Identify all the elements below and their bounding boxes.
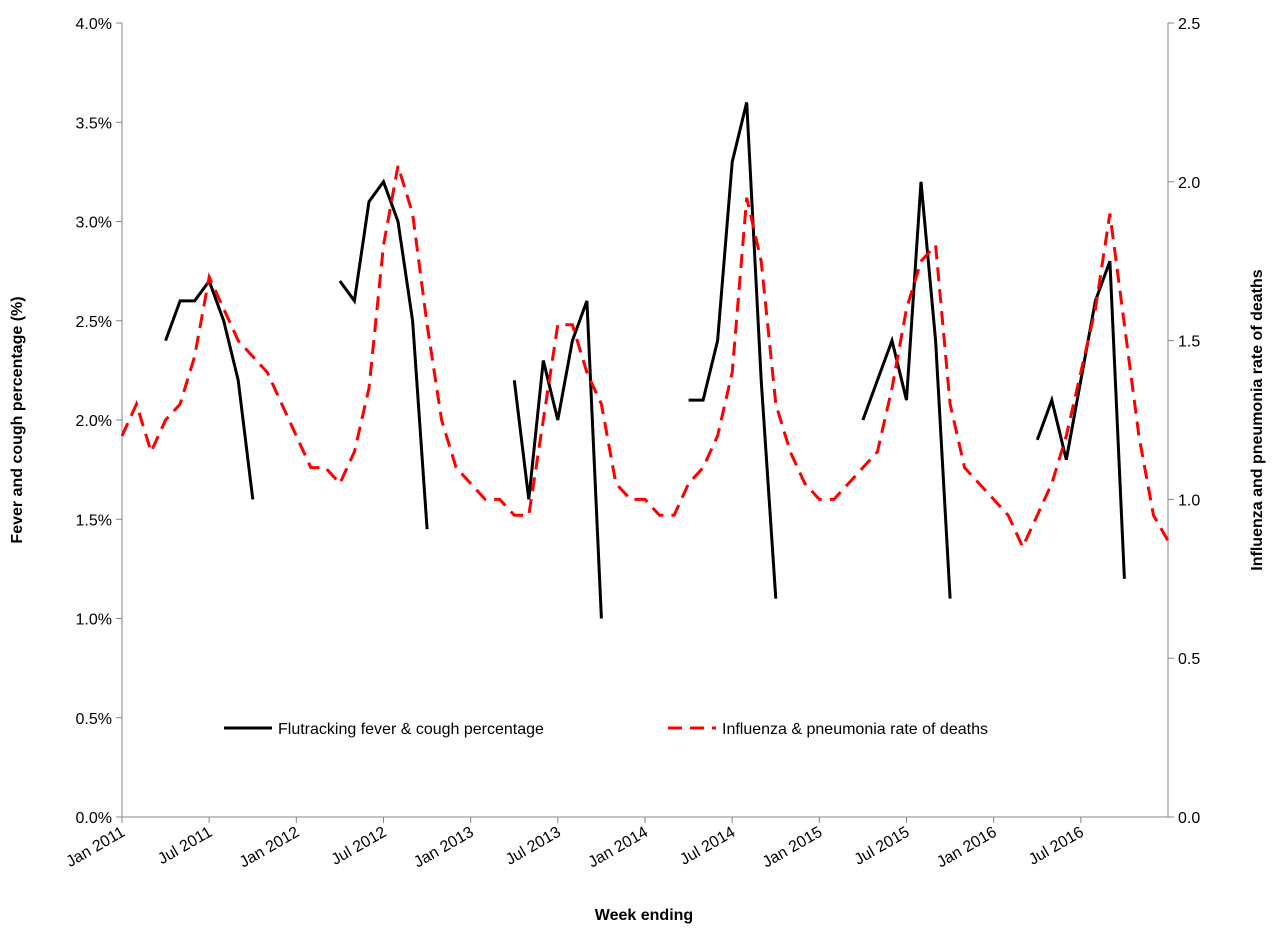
- x-tick-label: Jul 2015: [852, 824, 913, 869]
- y-tick-label: 4.0%: [76, 16, 112, 33]
- y-tick-label: 0.0%: [76, 810, 112, 827]
- y-tick-label: 2.0%: [76, 413, 112, 430]
- x-tick-label: Jul 2016: [1026, 824, 1087, 869]
- x-tick-label: Jan 2015: [760, 824, 826, 872]
- legend-label: Influenza & pneumonia rate of deaths: [722, 721, 988, 738]
- data-line: [120, 165, 1170, 551]
- y2-tick-label: 2.0: [1178, 175, 1200, 192]
- y2-tick-label: 1.0: [1178, 492, 1200, 509]
- x-tick-label: Jul 2011: [155, 824, 215, 868]
- y2-tick-label: 0.0: [1178, 810, 1200, 827]
- y-tick-label: 0.5%: [76, 711, 112, 728]
- y-tick-label: 3.5%: [76, 115, 112, 132]
- data-line: [164, 102, 1126, 619]
- y-tick-label: 1.5%: [76, 512, 112, 529]
- x-tick-label: Jul 2012: [329, 824, 390, 869]
- x-tick-label: Jan 2014: [585, 824, 651, 872]
- y-tick-label: 3.0%: [76, 215, 112, 232]
- x-tick-label: Jan 2012: [237, 824, 303, 872]
- y-tick-label: 1.0%: [76, 612, 112, 629]
- x-tick-label: Jul 2014: [677, 824, 738, 869]
- x-tick-label: Jan 2016: [934, 824, 1000, 872]
- x-tick-label: Jul 2013: [503, 824, 564, 869]
- x-axis-title: Week ending: [595, 907, 693, 924]
- y2-tick-label: 2.5: [1178, 16, 1200, 33]
- legend-label: Flutracking fever & cough percentage: [278, 721, 544, 738]
- x-tick-label: Jan 2013: [411, 824, 477, 872]
- x-tick-label: Jan 2011: [64, 824, 129, 871]
- y2-tick-label: 0.5: [1178, 651, 1200, 668]
- y-axis-title: Fever and cough percentage (%): [9, 296, 26, 543]
- y2-axis-title: Influenza and pneumonia rate of deaths: [1249, 269, 1266, 570]
- y-tick-label: 2.5%: [76, 314, 112, 331]
- y2-tick-label: 1.5: [1178, 334, 1200, 351]
